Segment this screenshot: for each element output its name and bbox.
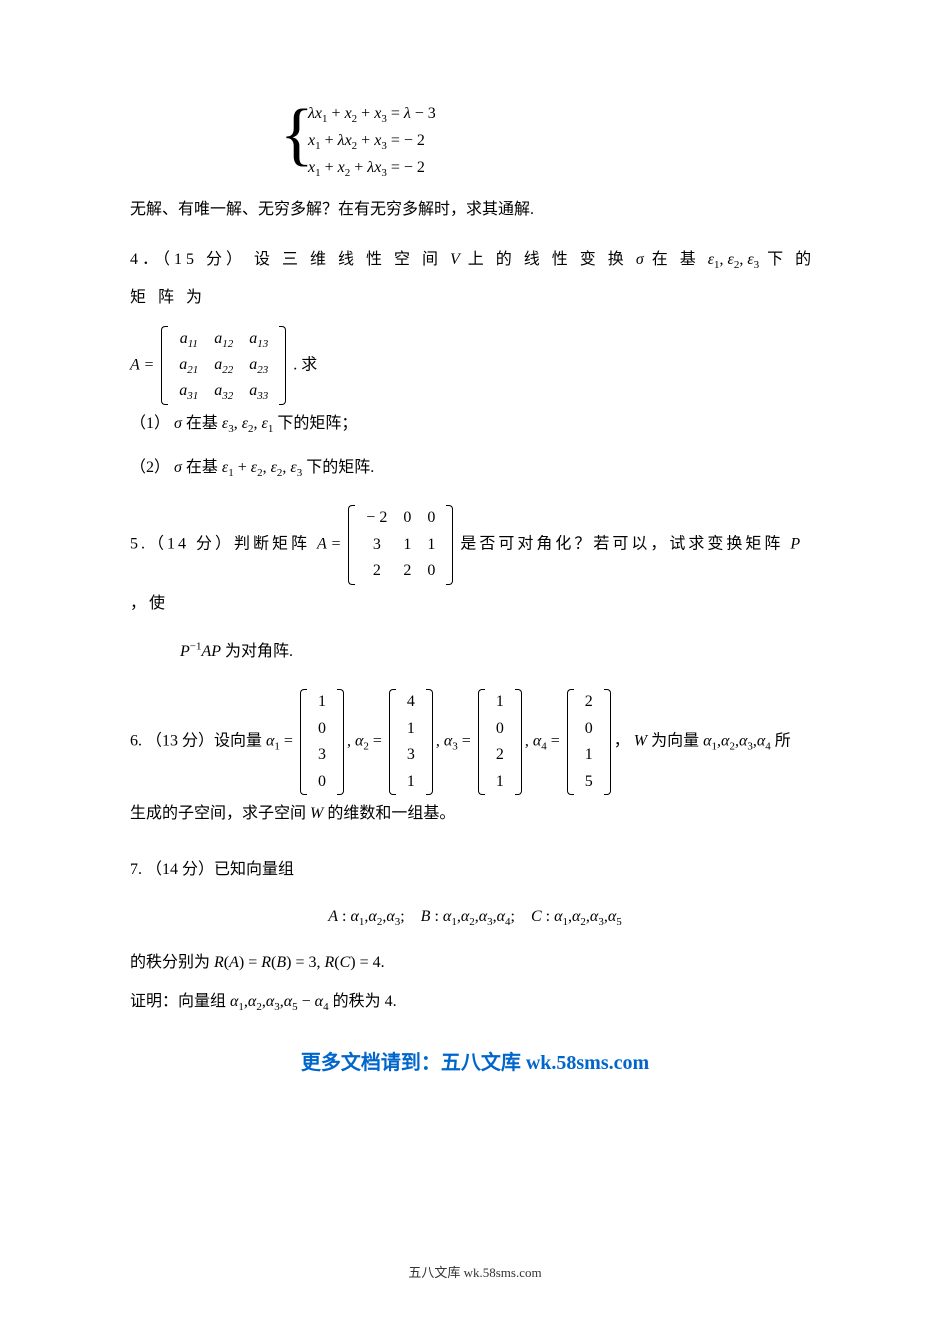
equation-system: { λx1 + x2 + x3 = λ − 3 x1 + λx2 + x3 = …	[130, 100, 820, 182]
problem-7-proof: 证明：向量组 α1,α2,α3,α5 − α4 的秩为 4.	[130, 983, 820, 1021]
problem-6-line2: 生成的子空间，求子空间 W 的维数和一组基。	[130, 795, 820, 833]
matrix-A: a11a12a13 a21a22a23 a31a32a33	[161, 326, 286, 405]
page-footer: 五八文库 wk.58sms.com	[0, 1261, 950, 1284]
problem-6-line1: 6. （13 分）设向量 α1 = 1 0 3 0 , α2 = 4 1 3 1…	[130, 689, 820, 795]
problem-7: 7. （14 分）已知向量组 A : α1,α2,α3; B : α1,α2,α…	[130, 851, 820, 1021]
problem-5-line1: 5.（14 分）判断矩阵 A = − 200 311 220 是否可对角化？若可…	[130, 505, 820, 623]
vector-a2: 4 1 3 1	[389, 689, 433, 795]
problem-5: 5.（14 分）判断矩阵 A = − 200 311 220 是否可对角化？若可…	[130, 505, 820, 671]
more-docs-link[interactable]: 更多文档请到：五八文库 wk.58sms.com	[130, 1045, 820, 1081]
problem-4-sub1: （1） σ 在基 ε3, ε2, ε1 下的矩阵；	[130, 405, 820, 443]
problem-5-line2: P−1AP 为对角阵.	[130, 633, 820, 671]
system-eq3: x1 + x2 + λx3 = − 2	[308, 154, 820, 181]
problem-7-rank: 的秩分别为 R(A) = R(B) = 3, R(C) = 4.	[130, 944, 820, 982]
problem-4-matrix-line: A = a11a12a13 a21a22a23 a31a32a33 . 求	[130, 326, 820, 405]
vector-a1: 1 0 3 0	[300, 689, 344, 795]
problem-7-intro: 7. （14 分）已知向量组	[130, 851, 820, 889]
system-question: 无解、有唯一解、无穷多解？在有无穷多解时，求其通解.	[130, 192, 820, 227]
system-eq2: x1 + λx2 + x3 = − 2	[308, 127, 820, 154]
matrix-A-num: − 200 311 220	[348, 505, 453, 584]
problem-6: 6. （13 分）设向量 α1 = 1 0 3 0 , α2 = 4 1 3 1…	[130, 689, 820, 833]
problem-4-intro: 4．（15 分） 设 三 维 线 性 空 间 V 上 的 线 性 变 换 σ 在…	[130, 241, 820, 318]
left-brace-icon: {	[280, 100, 314, 170]
system-eq1: λx1 + x2 + x3 = λ − 3	[308, 100, 820, 127]
problem-4-sub2: （2） σ 在基 ε1 + ε2, ε2, ε3 下的矩阵.	[130, 449, 820, 487]
vector-a3: 1 0 2 1	[478, 689, 522, 795]
problem-7-groups: A : α1,α2,α3; B : α1,α2,α3,α4; C : α1,α2…	[130, 898, 820, 936]
problem-4: 4．（15 分） 设 三 维 线 性 空 间 V 上 的 线 性 变 换 σ 在…	[130, 241, 820, 488]
vector-a4: 2 0 1 5	[567, 689, 611, 795]
